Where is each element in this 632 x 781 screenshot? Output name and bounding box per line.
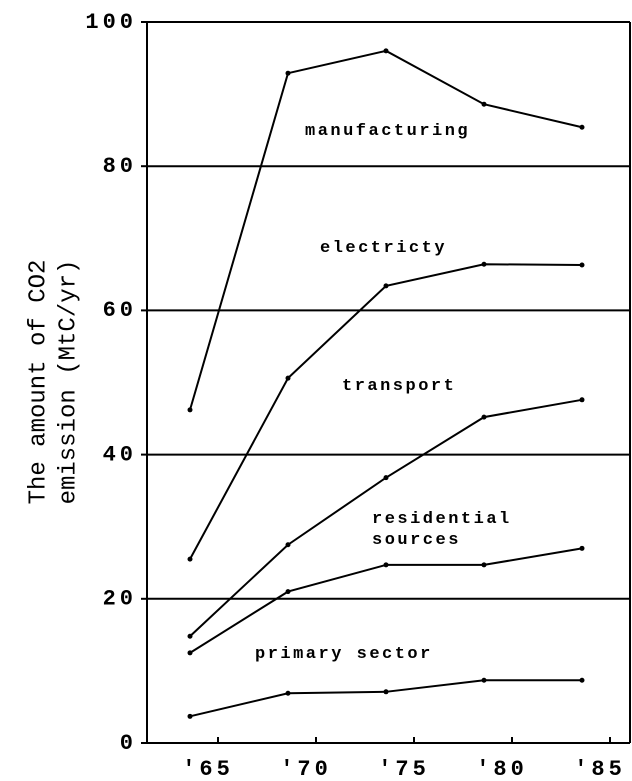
data-point (579, 545, 585, 551)
series-label-box: manufacturing (305, 122, 471, 141)
data-point (285, 70, 291, 76)
data-point (187, 650, 193, 656)
data-point (383, 475, 389, 481)
y-axis-label: The amount of CO2 (25, 260, 52, 505)
data-point (579, 262, 585, 268)
data-point (285, 375, 291, 381)
data-point (383, 562, 389, 568)
series-label-box: residential sources (372, 510, 512, 550)
data-point (481, 414, 487, 420)
y-tick-label: 60 (103, 298, 137, 323)
x-tick-label: '65 (182, 757, 234, 781)
data-point (481, 562, 487, 568)
y-tick-label: 0 (120, 731, 137, 756)
x-tick-label: '85 (574, 757, 626, 781)
data-point (187, 633, 193, 639)
series-label: transport (342, 377, 457, 396)
y-axis-label: emission (MtC/yr) (55, 260, 82, 505)
series-label: electricty (320, 239, 448, 258)
data-point (383, 48, 389, 54)
series-label-box: electricty (320, 239, 448, 258)
data-point (579, 677, 585, 683)
series-label-box: transport (342, 377, 457, 396)
data-point (481, 261, 487, 267)
data-point (579, 124, 585, 130)
data-point (383, 689, 389, 695)
series-label: primary sector (255, 645, 433, 664)
data-point (187, 556, 193, 562)
data-point (285, 690, 291, 696)
series-label-box: primary sector (255, 645, 433, 664)
series-label: residential sources (372, 510, 512, 550)
y-tick-label: 20 (103, 587, 137, 612)
data-point (481, 101, 487, 107)
data-point (187, 713, 193, 719)
series-line (189, 49, 583, 411)
x-tick-label: '75 (378, 757, 430, 781)
data-point (285, 542, 291, 548)
x-tick-label: '80 (476, 757, 528, 781)
y-tick-label: 40 (103, 442, 137, 467)
data-point (285, 589, 291, 595)
x-tick-label: '70 (280, 757, 332, 781)
data-point (481, 677, 487, 683)
series-label: manufacturing (305, 122, 471, 141)
y-tick-label: 100 (85, 10, 137, 35)
data-point (383, 283, 389, 289)
y-tick-label: 80 (103, 154, 137, 179)
data-point (579, 397, 585, 403)
data-point (187, 407, 193, 413)
